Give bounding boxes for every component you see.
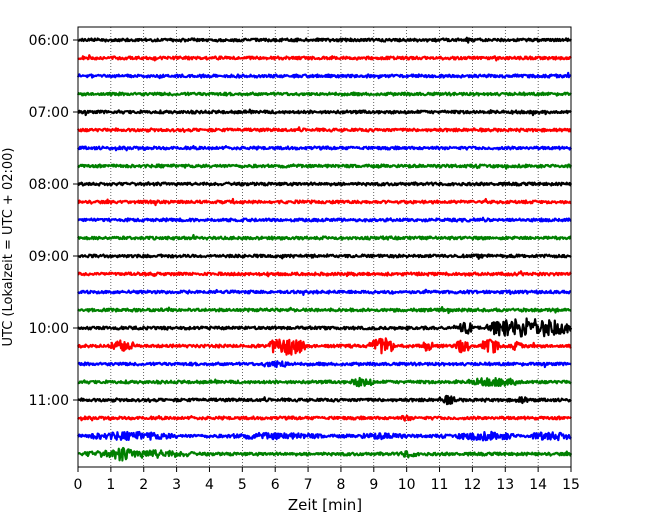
y-axis-label: UTC (Lokalzeit = UTC + 02:00) — [1, 148, 16, 347]
trace-line — [77, 145, 572, 152]
y-tick-label: 09:00 — [29, 249, 69, 265]
trace-line — [77, 306, 572, 315]
trace-line — [77, 181, 573, 187]
x-tick-label: 0 — [74, 477, 83, 493]
trace-line — [76, 91, 572, 97]
plot-frame — [77, 26, 572, 468]
trace-line — [77, 360, 572, 369]
trace-line — [77, 394, 572, 406]
y-tick-label: 07:00 — [29, 105, 69, 121]
y-tick-label: 10:00 — [29, 321, 69, 337]
x-tick-label: 4 — [205, 477, 214, 493]
x-tick-label: 5 — [238, 477, 247, 493]
x-tick-label: 6 — [271, 477, 280, 493]
trace-line — [77, 36, 572, 44]
y-axis-ticks: 06:00 07:00 08:00 09:00 10:00 11:00 — [29, 33, 78, 409]
y-tick-label: 06:00 — [29, 33, 69, 49]
x-tick-label: 2 — [139, 477, 148, 493]
trace-line — [77, 216, 572, 223]
x-axis-ticks: 0 1 2 3 4 5 6 7 8 9 10 11 12 13 14 15 — [74, 467, 580, 493]
x-tick-label: 7 — [304, 477, 313, 493]
trace-line — [76, 337, 572, 356]
trace-line — [77, 430, 572, 442]
trace-line — [77, 288, 572, 296]
x-tick-label: 1 — [106, 477, 115, 493]
x-tick-label: 12 — [463, 477, 481, 493]
trace-line — [77, 126, 572, 133]
trace-line — [77, 270, 572, 278]
trace-line — [77, 108, 572, 117]
seismogram-traces — [76, 36, 573, 462]
x-tick-label: 15 — [562, 477, 580, 493]
x-axis-label: Zeit [min] — [288, 496, 362, 514]
x-tick-label: 14 — [529, 477, 547, 493]
trace-line — [76, 71, 572, 80]
trace-line — [77, 54, 572, 62]
trace-line — [77, 376, 572, 388]
x-tick-label: 10 — [398, 477, 416, 493]
trace-line — [77, 317, 573, 338]
x-tick-label: 9 — [369, 477, 378, 493]
x-tick-label: 13 — [496, 477, 514, 493]
trace-line — [77, 446, 573, 462]
trace-line — [77, 414, 572, 422]
trace-line — [77, 163, 573, 170]
x-tick-label: 8 — [336, 477, 345, 493]
y-tick-label: 11:00 — [29, 393, 69, 409]
x-tick-label: 11 — [431, 477, 449, 493]
trace-line — [77, 197, 572, 207]
trace-line — [77, 253, 572, 260]
trace-line — [77, 233, 572, 241]
y-tick-label: 08:00 — [29, 177, 69, 193]
x-tick-label: 3 — [172, 477, 181, 493]
